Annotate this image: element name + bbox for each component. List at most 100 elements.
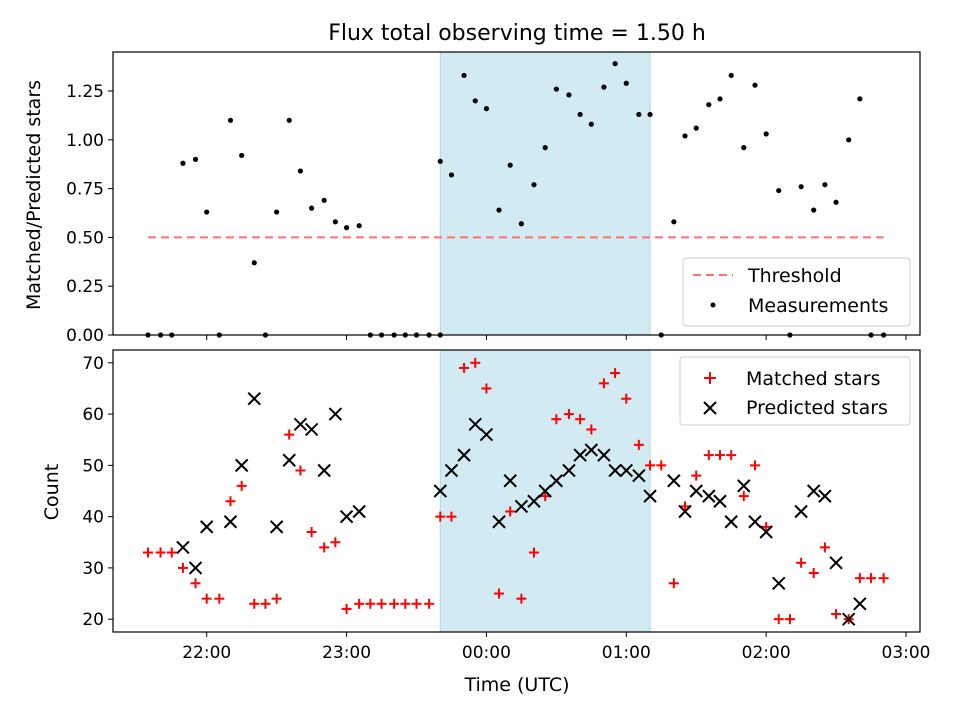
measurement-point	[833, 199, 839, 205]
matched-marker	[354, 598, 365, 609]
measurement-point	[728, 72, 734, 79]
legend-threshold-label: Threshold	[747, 265, 842, 287]
axes-frame	[112, 349, 921, 633]
predicted-marker	[293, 417, 308, 432]
matched-marker	[271, 593, 282, 604]
measurement-point	[612, 61, 618, 67]
legend-measurements-swatch	[710, 302, 716, 308]
matched-marker	[142, 547, 153, 558]
bottom-legend: Matched stars Predicted stars	[679, 356, 911, 426]
predicted-marker	[503, 474, 517, 488]
x-tick-label: 02:00	[742, 643, 791, 663]
top-y-axis-label: Matched/Predicted stars	[23, 80, 45, 310]
matched-marker	[808, 568, 819, 579]
measurement-point	[461, 72, 467, 79]
x-tick-label: 03:00	[882, 643, 931, 663]
measurement-point	[623, 80, 629, 86]
predicted-marker	[724, 515, 738, 529]
predicted-marker	[479, 427, 494, 442]
measurement-point	[239, 152, 245, 159]
predicted-marker	[468, 417, 482, 432]
matched-marker	[435, 511, 446, 522]
matched-marker	[598, 378, 609, 389]
top-panel: 0.00 0.25 0.50 0.75 1.00 1.25	[66, 51, 921, 346]
matched-marker	[470, 357, 481, 368]
predicted-marker	[632, 468, 646, 483]
matched-marker	[761, 521, 772, 532]
matched-marker	[738, 491, 749, 502]
x-tick-label: 01:00	[602, 643, 651, 663]
predicted-marker	[457, 448, 471, 462]
predicted-marker	[794, 504, 808, 519]
measurement-point	[811, 207, 817, 213]
y-tick-label: 1.25	[66, 82, 104, 102]
measurement-point	[566, 92, 572, 98]
matched-marker	[177, 562, 188, 573]
predicted-marker	[304, 422, 319, 437]
matched-marker	[411, 598, 422, 609]
measurement-point	[356, 223, 362, 229]
measurement-point	[518, 221, 524, 227]
predicted-marker	[269, 520, 284, 534]
predicted-marker	[818, 489, 832, 503]
measurement-point	[332, 219, 338, 225]
matched-marker	[656, 460, 667, 471]
measurement-point	[601, 84, 607, 90]
measurement-point	[741, 145, 747, 151]
measurement-point	[321, 197, 327, 203]
legend-predicted-swatch	[703, 401, 717, 415]
matched-marker	[190, 578, 201, 589]
predicted-marker	[492, 515, 506, 529]
measurement-point	[647, 111, 653, 118]
matched-marker	[155, 547, 166, 558]
matched-marker	[726, 450, 737, 461]
predicted-marker	[619, 463, 633, 478]
measurement-point	[437, 158, 443, 164]
predicted-marker	[317, 463, 331, 478]
y-tick-label: 0.25	[66, 277, 104, 297]
predicted-marker	[772, 576, 786, 590]
legend-measurements-label: Measurements	[748, 295, 888, 317]
x-axis-label: Time (UTC)	[463, 674, 569, 696]
matched-marker	[540, 491, 551, 502]
measurement-point	[577, 111, 583, 118]
predicted-marker	[514, 499, 529, 514]
predicted-marker	[584, 443, 599, 457]
predicted-marker	[689, 484, 703, 498]
measurement-point	[448, 172, 455, 178]
y-tick-label: 60	[82, 405, 104, 425]
predicted-marker	[829, 556, 843, 570]
chart-title: Flux total observing time = 1.50 h	[328, 21, 706, 46]
y-tick-label: 70	[82, 354, 104, 374]
measurement-point	[483, 106, 490, 112]
predicted-marker	[853, 597, 867, 611]
bottom-panel: 22:00 23:00 00:00 01:00 02:00 03:00 20 30 40 50 60…	[82, 349, 931, 663]
predicted-marker	[759, 525, 773, 539]
measurement-point	[798, 184, 804, 190]
y-tick-label: 0.00	[66, 326, 104, 346]
x-tick-label: 22:00	[182, 643, 231, 663]
y-tick-label: 50	[82, 456, 104, 476]
matched-marker	[563, 409, 574, 420]
predicted-marker	[702, 489, 716, 503]
matched-marker	[621, 393, 632, 404]
measurement-point	[472, 98, 478, 104]
matched-marker	[341, 603, 352, 614]
matched-marker	[424, 598, 435, 609]
predicted-marker	[549, 474, 564, 488]
matched-marker	[551, 414, 562, 425]
predicted-marker	[573, 448, 587, 462]
highlight-band	[439, 51, 651, 336]
measurement-point	[204, 209, 210, 215]
matched-marker	[516, 593, 527, 604]
y-tick-label: 1.00	[66, 131, 104, 151]
matched-marker	[854, 573, 865, 584]
measurement-point	[274, 209, 280, 215]
matched-marker	[306, 527, 317, 538]
measurement-point	[682, 133, 688, 139]
legend-matched-swatch	[704, 372, 716, 384]
y-tick-label: 0.75	[66, 180, 104, 200]
measurement-point	[706, 102, 712, 108]
matched-marker	[866, 573, 877, 584]
matched-marker	[365, 598, 376, 609]
